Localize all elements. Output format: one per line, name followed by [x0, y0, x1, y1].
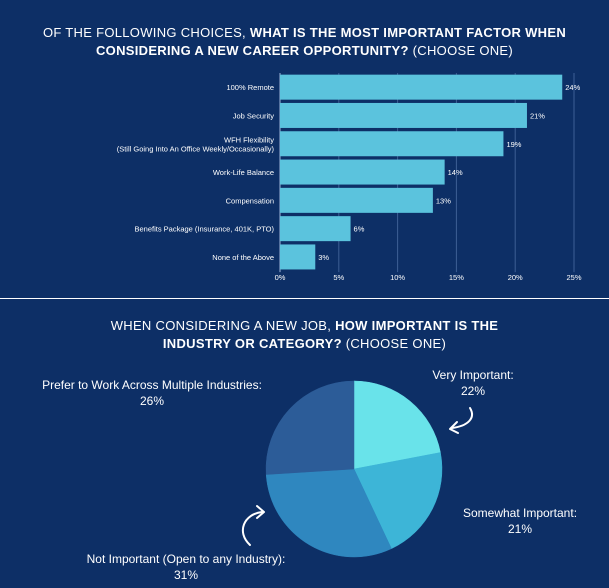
- bar-chart: 0% 5% 10% 15% 20% 25% 24% 100% Remote 21% Job Sec…: [117, 73, 582, 282]
- arrow-not-important: [241, 511, 263, 546]
- x-tick-label: 15%: [449, 273, 464, 282]
- pie-slice: [353, 452, 443, 549]
- pie-slice: [265, 380, 355, 475]
- arrow-very-important: [451, 407, 473, 429]
- category-label: Job Security: [233, 111, 275, 120]
- x-tick-label: 0%: [275, 273, 286, 282]
- x-tick-label: 10%: [390, 273, 405, 282]
- question-2-title: WHEN CONSIDERING A NEW JOB, HOW IMPORTAN…: [110, 318, 499, 351]
- pie-label-very-important: Very Important: 22%: [432, 368, 514, 398]
- bar-value-label: 14%: [448, 168, 463, 177]
- bar-value-label: 13%: [436, 196, 451, 205]
- section-divider: [0, 298, 609, 299]
- pie-slice: [353, 380, 441, 470]
- category-label: Benefits Package (Insurance, 401K, PTO): [134, 225, 274, 234]
- bar-value-label: 24%: [565, 83, 580, 92]
- bar: [280, 187, 433, 213]
- bar: [280, 216, 351, 242]
- bar-value-label: 21%: [530, 111, 545, 120]
- bar: [280, 159, 445, 185]
- bar-value-label: 6%: [354, 225, 365, 234]
- pie-slice: [265, 468, 392, 558]
- arrow-very-important-head: [449, 421, 459, 434]
- pie-label-somewhat-important: Somewhat Important: 21%: [462, 506, 578, 536]
- arrow-not-important-head: [256, 505, 265, 519]
- x-tick-label: 5%: [333, 273, 344, 282]
- bar-value-label: 19%: [506, 140, 521, 149]
- pie-label-multiple-industries: Prefer to Work Across Multiple Industrie…: [42, 378, 262, 408]
- category-label: Work-Life Balance: [213, 168, 274, 177]
- x-tick-label: 20%: [508, 273, 523, 282]
- category-label: (Still Going Into An Office Weekly/Occas…: [117, 144, 275, 153]
- category-label: 100% Remote: [226, 83, 274, 92]
- bar: [280, 74, 563, 100]
- bar: [280, 131, 504, 157]
- category-label: None of the Above: [212, 253, 274, 262]
- bar: [280, 244, 316, 270]
- bar: [280, 102, 527, 128]
- question-1-title: OF THE FOLLOWING CHOICES, WHAT IS THE MO…: [42, 25, 567, 58]
- category-label: WFH Flexibility: [224, 135, 274, 144]
- pie-label-not-important: Not Important (Open to any Industry): 31…: [86, 552, 286, 582]
- x-tick-label: 25%: [566, 273, 581, 282]
- category-label: Compensation: [226, 196, 274, 205]
- bar-value-label: 3%: [318, 253, 329, 262]
